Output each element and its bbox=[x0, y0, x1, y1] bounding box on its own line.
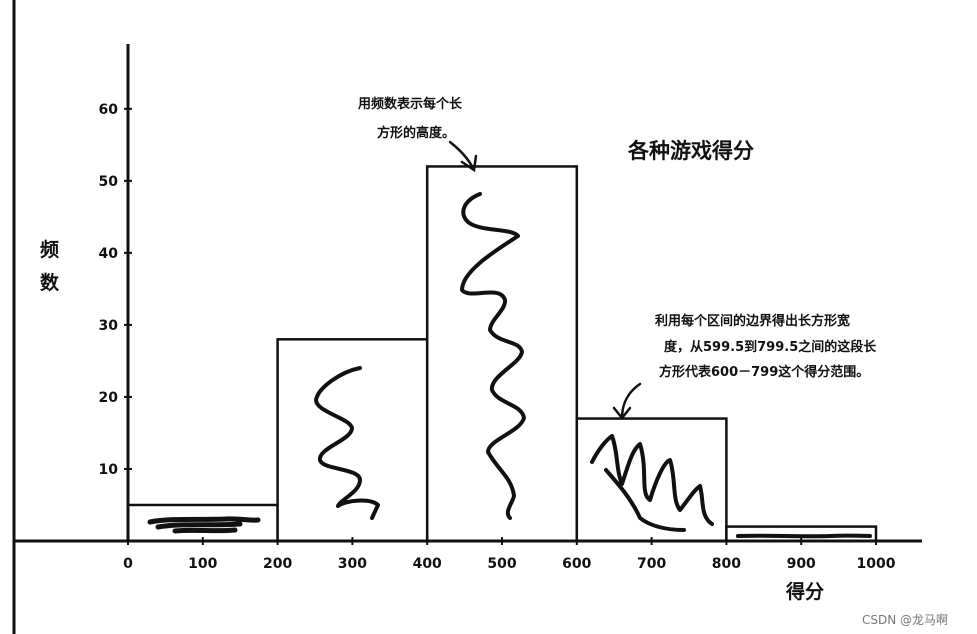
annotation-1-arrow bbox=[448, 140, 478, 173]
x-tick-label-600: 600 bbox=[562, 556, 591, 572]
y-axis-label-line-1: 频 bbox=[40, 238, 59, 261]
y-axis-ticks: 10 20 30 40 50 60 bbox=[99, 102, 132, 478]
y-tick-label-10: 10 bbox=[99, 462, 119, 478]
y-tick-label-20: 20 bbox=[99, 390, 119, 406]
y-axis-label-line-2: 数 bbox=[40, 271, 60, 294]
x-tick-label-100: 100 bbox=[188, 556, 217, 572]
bar-scribbles bbox=[147, 192, 872, 539]
scribble-bar-4 bbox=[590, 434, 714, 532]
y-tick-label-40: 40 bbox=[99, 246, 119, 262]
y-tick-label-50: 50 bbox=[99, 174, 119, 190]
y-tick-label-60: 60 bbox=[99, 102, 119, 118]
chart-title: 各种游戏得分 bbox=[627, 139, 754, 163]
scribble-bar-1 bbox=[147, 516, 261, 534]
y-tick-label-30: 30 bbox=[99, 318, 119, 334]
x-tick-label-500: 500 bbox=[487, 556, 516, 572]
x-tick-label-200: 200 bbox=[263, 556, 292, 572]
x-tick-label-1000: 1000 bbox=[857, 556, 896, 572]
annotation-1-line-2: 方形的高度。 bbox=[377, 125, 455, 141]
annotation-2-line-3: 方形代表600－799这个得分范围。 bbox=[659, 364, 869, 380]
x-tick-label-300: 300 bbox=[338, 556, 367, 572]
bar-400-600 bbox=[425, 165, 579, 543]
x-tick-label-400: 400 bbox=[413, 556, 442, 572]
x-axis-label: 得分 bbox=[785, 580, 824, 603]
scribble-bar-5 bbox=[736, 533, 872, 539]
annotation-2-arrow bbox=[612, 382, 642, 421]
bar-200-400 bbox=[276, 338, 429, 543]
watermark: CSDN @龙马啊 bbox=[862, 613, 948, 627]
x-tick-label-900: 900 bbox=[787, 556, 816, 572]
x-tick-label-0: 0 bbox=[123, 556, 133, 572]
scribble-bar-2 bbox=[314, 366, 380, 520]
scribble-bar-3 bbox=[460, 192, 526, 520]
annotation-2-line-1: 利用每个区间的边界得出长方形宽 bbox=[655, 313, 850, 329]
x-axis-ticks: 0 100 200 300 400 500 600 700 800 900 1000 bbox=[123, 537, 896, 572]
x-tick-label-700: 700 bbox=[637, 556, 666, 572]
bar-600-800 bbox=[575, 417, 728, 543]
annotation-2-line-2: 度，从599.5到799.5之间的这段长 bbox=[664, 339, 877, 355]
x-tick-label-800: 800 bbox=[712, 556, 741, 572]
annotation-1-line-1: 用频数表示每个长 bbox=[357, 96, 463, 112]
